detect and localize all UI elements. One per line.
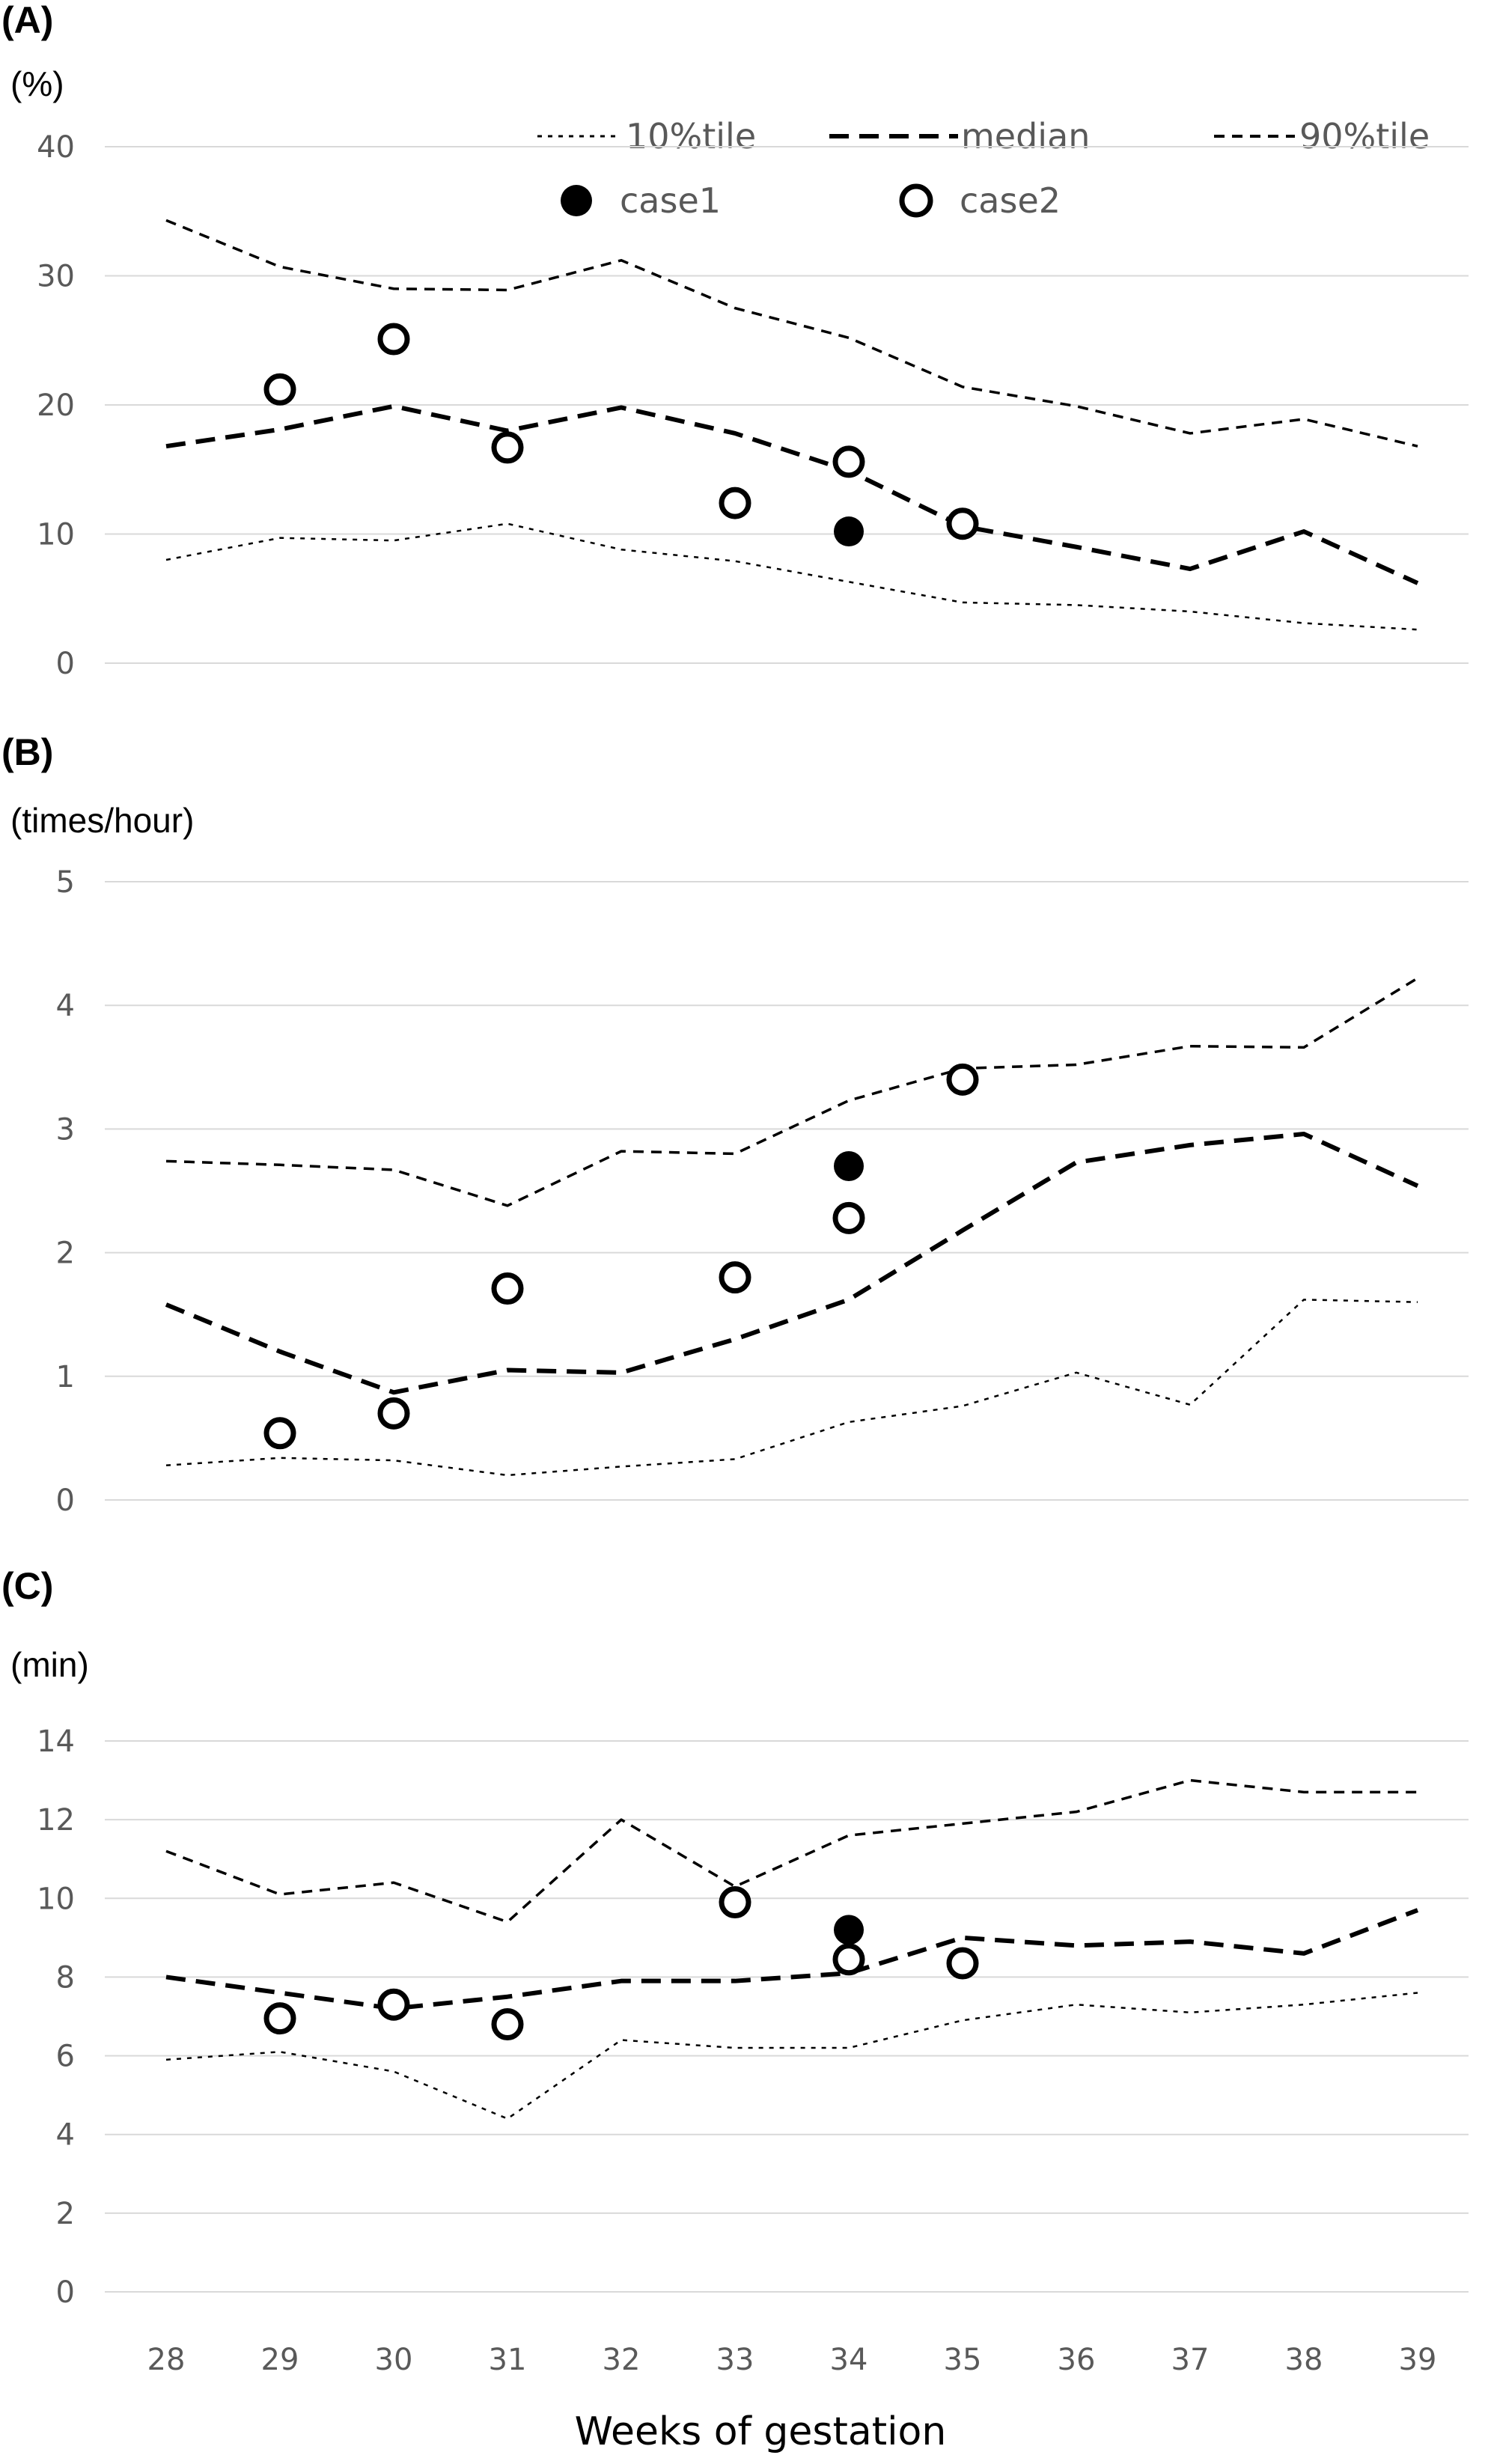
- legend-case2-label: case2: [960, 180, 1061, 221]
- panel-c-y-tick-label: 0: [56, 2275, 75, 2310]
- panel-b-case1-point: [834, 1150, 864, 1181]
- panel-c-p90-line: [165, 1778, 1418, 1924]
- x-tick-label: 30: [375, 2343, 413, 2377]
- legend-case1-marker: [561, 185, 592, 216]
- panel-c-case2-point: [491, 2008, 524, 2041]
- panel-c-y-tick-label: 6: [56, 2040, 75, 2074]
- panel-c-y-tick-label: 2: [56, 2197, 75, 2231]
- panel-a-case2-point: [832, 445, 865, 478]
- panel-a-y-tick-label: 20: [37, 388, 75, 423]
- panel-a-plot: 0 10 20 30 40: [37, 130, 1469, 681]
- panel-a-case2-point: [263, 373, 296, 406]
- legend-median-label: median: [961, 116, 1090, 156]
- panel-c-y-tick-label: 12: [37, 1803, 75, 1838]
- panel-c-y-tick-label: 8: [56, 1960, 75, 1995]
- panel-a-ylabel: (%): [10, 64, 64, 103]
- panel-a-y-tick-label: 30: [37, 260, 75, 294]
- panel-c-median-line: [165, 1908, 1419, 2011]
- panel-c-y-tick-label: 10: [37, 1882, 75, 1916]
- x-tick-label: 34: [830, 2343, 868, 2377]
- x-tick-label: 29: [261, 2343, 299, 2377]
- x-tick-labels: 28 29 30 31 32 33 34 35 36 37 38 39: [147, 2343, 1437, 2377]
- panel-b-case2-point: [832, 1201, 865, 1234]
- legend: 10%tile median 90%tile case1 case2: [537, 116, 1430, 221]
- x-tick-label: 37: [1171, 2343, 1210, 2377]
- panel-b-case2-point: [377, 1397, 410, 1430]
- x-tick-label: 31: [489, 2343, 527, 2377]
- panel-a-median-line: [165, 403, 1419, 585]
- panel-b-y-tick-label: 3: [56, 1112, 75, 1147]
- panel-c-case2-point: [377, 1988, 410, 2021]
- panel-a-case2-point: [719, 487, 751, 519]
- panel-a-case2-point: [946, 507, 979, 540]
- panel-c-plot: 0 2 4 6 8 10 12 14: [37, 1725, 1469, 2310]
- panel-b-y-tick-label: 5: [56, 865, 75, 900]
- panel-c-case1-point: [834, 1915, 864, 1945]
- panel-b-p10-line: [165, 1299, 1418, 1477]
- panel-c-p10-line: [165, 1992, 1418, 2120]
- panel-a-p90-line: [165, 219, 1418, 448]
- panel-b-plot: 0 1 2 3 4 5: [56, 865, 1469, 1518]
- panel-a-y-tick-label: 40: [37, 130, 75, 165]
- panel-c-ylabel: (min): [10, 1645, 89, 1684]
- panel-b-y-tick-label: 4: [56, 989, 75, 1023]
- x-tick-label: 35: [944, 2343, 982, 2377]
- x-tick-label: 39: [1399, 2343, 1437, 2377]
- x-tick-label: 32: [603, 2343, 641, 2377]
- panel-b-y-tick-label: 0: [56, 1483, 75, 1518]
- panel-b-ylabel: (times/hour): [10, 801, 194, 840]
- panel-a-case1-point: [834, 516, 864, 547]
- x-tick-label: 28: [147, 2343, 186, 2377]
- legend-p10-label: 10%tile: [626, 116, 756, 156]
- panel-b-y-tick-label: 1: [56, 1360, 75, 1394]
- legend-case2-marker: [899, 183, 933, 218]
- panel-b-case2-point: [946, 1063, 979, 1096]
- panel-c-y-tick-label: 14: [37, 1725, 75, 1759]
- panel-a-letter: (A): [1, 0, 53, 41]
- x-tick-label: 36: [1058, 2343, 1096, 2377]
- panel-a-case2-point: [377, 323, 410, 356]
- panel-b-case2-point: [263, 1417, 296, 1450]
- panel-b-case2-point: [719, 1261, 751, 1294]
- legend-case1-label: case1: [620, 180, 721, 221]
- panel-b-median-line: [165, 1132, 1419, 1395]
- panel-c-y-tick-label: 4: [56, 2118, 75, 2153]
- panel-a-y-tick-label: 0: [56, 647, 75, 681]
- panel-c-case2-point: [719, 1886, 751, 1919]
- panel-c-case2-point: [832, 1943, 865, 1976]
- panel-b-p90-line: [165, 977, 1418, 1207]
- legend-p90-label: 90%tile: [1299, 116, 1430, 156]
- panel-b-letter: (B): [1, 731, 53, 773]
- panel-a-p10-line: [165, 522, 1418, 631]
- panel-b-y-tick-label: 2: [56, 1236, 75, 1271]
- panel-a-y-tick-label: 10: [37, 518, 75, 552]
- panel-c-case2-point: [946, 1947, 979, 1980]
- panel-c-case2-point: [263, 2002, 296, 2035]
- panel-b-case2-point: [491, 1272, 524, 1305]
- panel-a-case2-point: [491, 431, 524, 464]
- xaxis-title: Weeks of gestation: [575, 2409, 947, 2454]
- x-tick-label: 38: [1285, 2343, 1323, 2377]
- panel-c-letter: (C): [1, 1565, 53, 1607]
- x-tick-label: 33: [716, 2343, 754, 2377]
